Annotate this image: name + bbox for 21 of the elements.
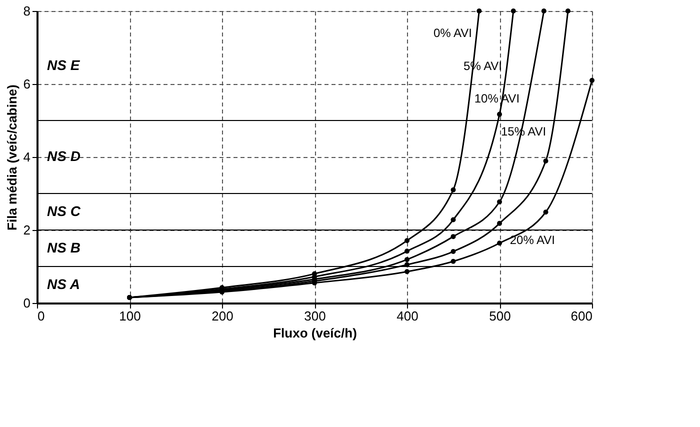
annotation: NS B (47, 239, 80, 256)
annotation: NS C (47, 202, 82, 219)
x-tick-label: 0 (38, 308, 45, 324)
y-tick-label: 0 (23, 296, 30, 310)
x-tick-label: 300 (304, 308, 326, 324)
x-tick-label: 200 (212, 308, 234, 324)
annotation: NS D (47, 148, 80, 164)
series-label: 0% AVI (434, 26, 472, 40)
y-tick-label: 8 (23, 4, 30, 18)
annotation: NS E (47, 56, 80, 73)
x-axis-title: Fluxo (veíc/h) (273, 326, 357, 340)
y-tick-label: 6 (23, 76, 30, 92)
x-tick-label: 400 (396, 308, 418, 324)
annotation: NS A (47, 276, 80, 292)
x-tick-label: 500 (489, 308, 511, 324)
x-tick-label: 600 (570, 308, 592, 324)
series-label: 20% AVI (510, 233, 555, 248)
y-axis-title: Fila média (veíc/cabine) (4, 84, 20, 230)
y-tick-label: 4 (23, 150, 30, 164)
x-tick-label: 100 (119, 308, 141, 324)
y-tick-label: 2 (23, 222, 30, 238)
